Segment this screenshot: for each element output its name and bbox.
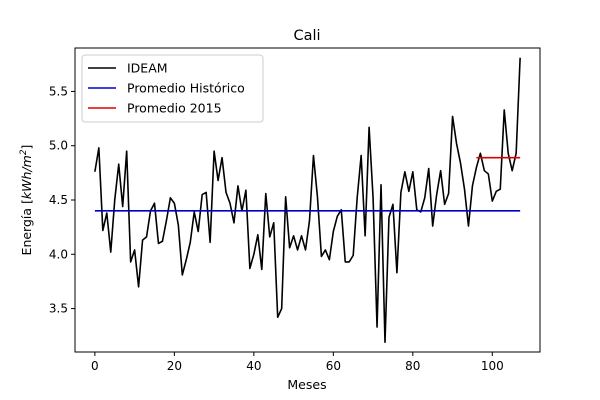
y-axis-ticks: 3.5 4.0 4.5 5.0 5.5: [49, 84, 75, 316]
x-tick-label: 20: [167, 359, 182, 373]
legend-label-promedio-historico: Promedio Histórico: [127, 81, 245, 96]
x-tick-label: 60: [326, 359, 341, 373]
y-axis-label-prefix: Energía [: [19, 199, 34, 255]
y-tick-label: 4.0: [49, 247, 68, 261]
x-tick-label: 100: [481, 359, 504, 373]
y-tick-label: 3.5: [49, 302, 68, 316]
legend: IDEAM Promedio Histórico Promedio 2015: [81, 54, 264, 123]
x-tick-label: 40: [246, 359, 261, 373]
y-axis-label-suffix: ]: [19, 145, 34, 150]
series-layer: [94, 57, 521, 344]
y-tick-label: 5.0: [49, 139, 68, 153]
x-tick-label: 0: [91, 359, 99, 373]
y-tick-label: 5.5: [49, 84, 68, 98]
chart-title: Cali: [293, 28, 320, 44]
legend-label-promedio-2015: Promedio 2015: [127, 101, 222, 116]
y-tick-label: 4.5: [49, 193, 68, 207]
y-axis-label: Energía [kWh/m2]: [19, 145, 34, 256]
x-axis-label: Meses: [287, 377, 326, 392]
y-axis-label-superscript: 2: [19, 149, 29, 155]
x-axis-ticks: 0 20 40 60 80 100: [91, 352, 504, 373]
series-line-ideam: [94, 57, 521, 344]
x-tick-label: 80: [405, 359, 420, 373]
legend-label-ideam: IDEAM: [127, 61, 168, 76]
y-axis-label-unit: kWh/m: [19, 155, 34, 199]
legend-box: [81, 54, 264, 123]
